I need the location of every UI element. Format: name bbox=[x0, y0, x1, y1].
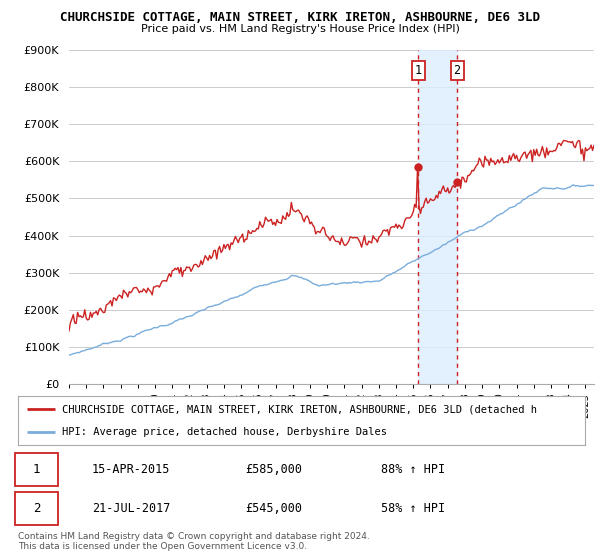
FancyBboxPatch shape bbox=[15, 492, 58, 525]
Text: CHURCHSIDE COTTAGE, MAIN STREET, KIRK IRETON, ASHBOURNE, DE6 3LD (detached h: CHURCHSIDE COTTAGE, MAIN STREET, KIRK IR… bbox=[62, 404, 537, 414]
Text: 2: 2 bbox=[454, 64, 461, 77]
Text: CHURCHSIDE COTTAGE, MAIN STREET, KIRK IRETON, ASHBOURNE, DE6 3LD: CHURCHSIDE COTTAGE, MAIN STREET, KIRK IR… bbox=[60, 11, 540, 24]
FancyBboxPatch shape bbox=[15, 453, 58, 486]
Text: 58% ↑ HPI: 58% ↑ HPI bbox=[381, 502, 445, 515]
Text: 2: 2 bbox=[33, 502, 40, 515]
Bar bbox=[418, 50, 457, 384]
Text: 21-JUL-2017: 21-JUL-2017 bbox=[92, 502, 170, 515]
Text: Price paid vs. HM Land Registry's House Price Index (HPI): Price paid vs. HM Land Registry's House … bbox=[140, 24, 460, 34]
Text: 1: 1 bbox=[33, 463, 40, 476]
Text: Contains HM Land Registry data © Crown copyright and database right 2024.
This d: Contains HM Land Registry data © Crown c… bbox=[18, 532, 370, 552]
Text: £585,000: £585,000 bbox=[245, 463, 302, 476]
Text: 15-APR-2015: 15-APR-2015 bbox=[92, 463, 170, 476]
Text: 88% ↑ HPI: 88% ↑ HPI bbox=[381, 463, 445, 476]
Text: £545,000: £545,000 bbox=[245, 502, 302, 515]
Text: HPI: Average price, detached house, Derbyshire Dales: HPI: Average price, detached house, Derb… bbox=[62, 427, 387, 437]
Text: 1: 1 bbox=[415, 64, 422, 77]
